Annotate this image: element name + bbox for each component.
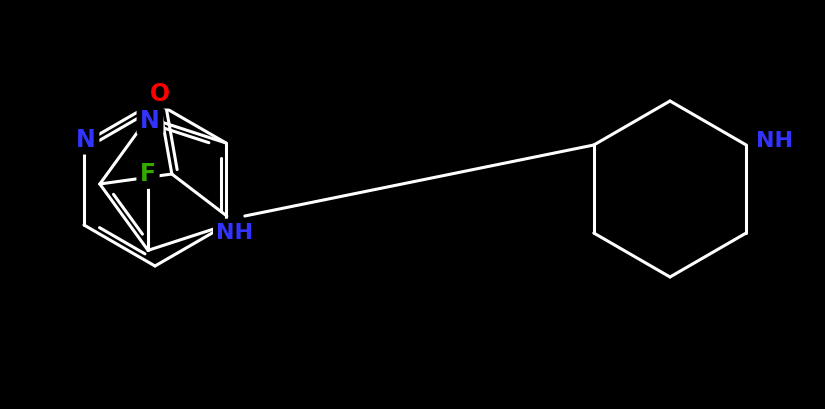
- Text: N: N: [76, 128, 96, 152]
- Text: F: F: [140, 162, 156, 186]
- Text: NH: NH: [756, 131, 793, 151]
- Text: O: O: [150, 82, 170, 106]
- Text: NH: NH: [216, 222, 253, 243]
- Text: N: N: [140, 108, 160, 133]
